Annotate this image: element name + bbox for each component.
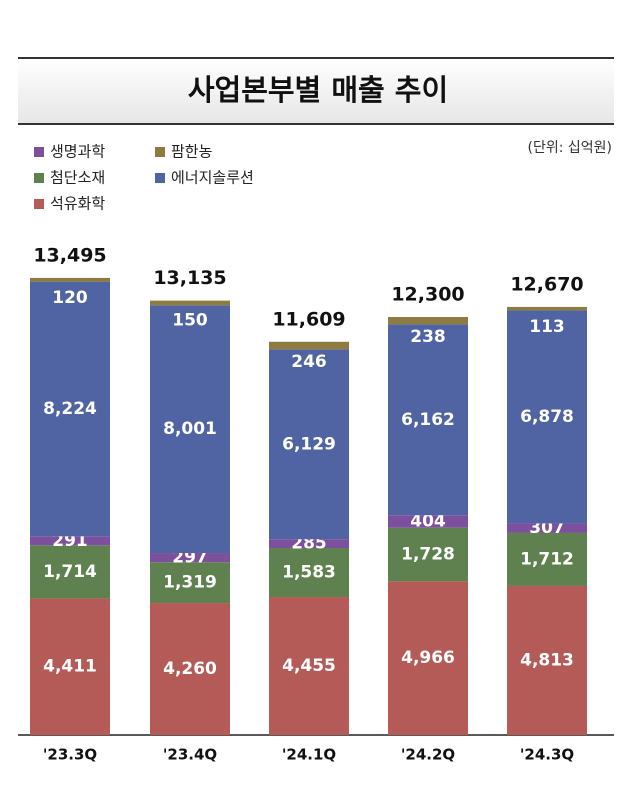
bar-segment — [30, 536, 110, 546]
segment-label: 6,162 — [401, 410, 455, 430]
segment-label: 246 — [291, 352, 327, 372]
bar-segment — [150, 562, 230, 604]
bar-segment — [507, 306, 587, 311]
bar-segment — [388, 515, 468, 528]
bar-segment — [30, 598, 110, 735]
segment-label: 120 — [52, 288, 88, 308]
bar-segment — [150, 603, 230, 735]
segment-label: 4,966 — [401, 648, 455, 668]
bar-segment — [150, 305, 230, 554]
legend-label: 에너지솔루션 — [171, 169, 254, 187]
legend-swatch — [155, 173, 165, 183]
bar-segment — [507, 310, 587, 524]
legend-swatch — [155, 147, 165, 157]
segment-label: 8,001 — [163, 419, 217, 439]
bar-segment — [30, 281, 110, 537]
segment-label: 238 — [410, 327, 446, 347]
legend-swatch — [34, 147, 44, 157]
bar-segment — [388, 324, 468, 516]
segment-label: 8,224 — [43, 399, 97, 419]
bar-segment — [30, 277, 110, 282]
segment-label: 404 — [410, 511, 446, 531]
segment-label: 1,712 — [520, 549, 574, 569]
total-label: 11,609 — [272, 308, 345, 330]
total-label: 12,670 — [510, 273, 583, 295]
bar-segment — [269, 548, 349, 598]
title-band — [18, 58, 614, 124]
bar-segment — [269, 597, 349, 735]
bar-segment — [388, 316, 468, 325]
bar-segment — [388, 527, 468, 582]
segment-label: 4,411 — [43, 657, 97, 677]
x-tick-label: '24.1Q — [282, 746, 336, 764]
segment-label: 150 — [172, 311, 208, 331]
legend-swatch — [34, 199, 44, 209]
x-tick-label: '24.2Q — [401, 746, 455, 764]
bar-segment — [30, 545, 110, 599]
segment-label: 4,260 — [163, 659, 217, 679]
unit-note: (단위: 십억원) — [528, 140, 613, 156]
bar-segment — [150, 553, 230, 563]
segment-label: 1,583 — [282, 563, 336, 583]
bar-segment — [269, 341, 349, 350]
segment-label: 1,714 — [43, 562, 97, 582]
segment-label: 6,129 — [282, 434, 336, 454]
x-tick-label: '23.4Q — [163, 746, 217, 764]
x-tick-label: '23.3Q — [43, 746, 97, 764]
x-tick-label: '24.3Q — [520, 746, 574, 764]
legend-swatch — [34, 173, 44, 183]
total-label: 13,135 — [153, 267, 226, 289]
chart-title: 사업본부별 매출 추이 — [188, 73, 448, 107]
legend-label: 석유화학 — [50, 195, 105, 213]
legend-label: 첨단소재 — [50, 169, 105, 187]
segment-label: 6,878 — [520, 407, 574, 427]
bar-segment — [507, 585, 587, 735]
bar-segment — [269, 539, 349, 549]
bar-segment — [507, 523, 587, 533]
legend-label: 생명과학 — [50, 143, 105, 161]
bar-segment — [269, 349, 349, 540]
bar-segment — [388, 581, 468, 735]
bar-segment — [150, 300, 230, 306]
segment-label: 1,319 — [163, 573, 217, 593]
total-label: 12,300 — [391, 283, 464, 305]
segment-label: 1,728 — [401, 544, 455, 564]
bar-segment — [507, 532, 587, 586]
segment-label: 4,455 — [282, 656, 336, 676]
total-label: 13,495 — [33, 244, 106, 266]
legend-label: 팜한농 — [171, 143, 213, 161]
segment-label: 4,813 — [520, 650, 574, 670]
segment-label: 113 — [529, 317, 565, 337]
